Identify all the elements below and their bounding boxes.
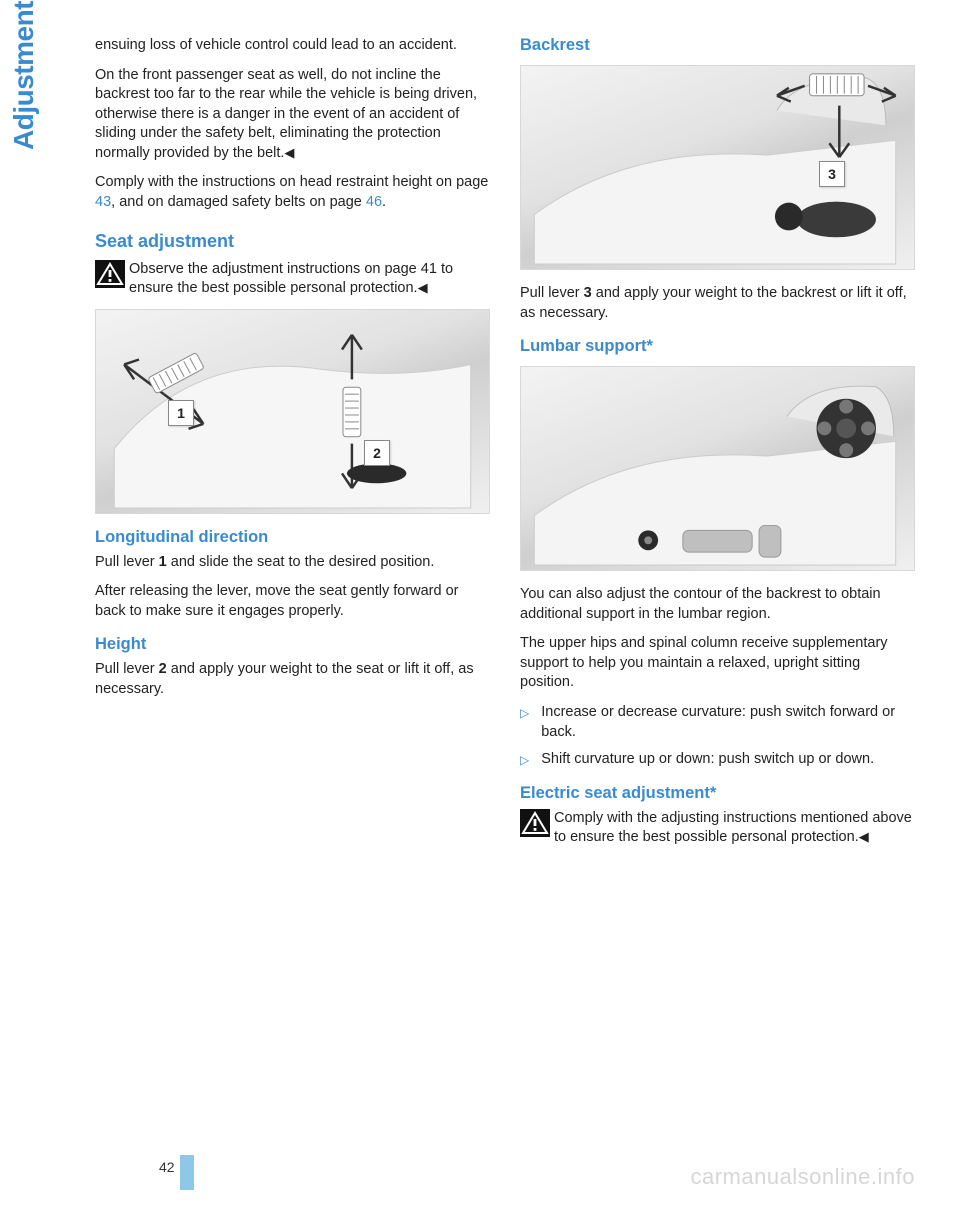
long-lever: 1 [159,554,167,570]
bullet-text-1: Increase or decrease curvature: push swi… [541,703,915,742]
intro-para-2: On the front passenger seat as well, do … [95,66,490,164]
warn1-pre: Observe the adjustment instructions on p… [129,261,421,277]
page: Adjustments ensuing loss of vehicle cont… [0,0,960,1220]
height-lever: 2 [159,661,167,677]
heading-electric-seat: Electric seat adjustment* [520,784,915,803]
warning-icon [520,809,550,837]
lumbar-bullets: ▷ Increase or decrease curvature: push s… [520,703,915,770]
page-link-43[interactable]: 43 [95,194,111,210]
warning-electric-seat: Comply with the adjusting instructions m… [520,809,915,848]
callout-2: 2 [364,440,390,466]
hr-text-pre: Comply with the instructions on head res… [95,174,488,190]
end-mark-icon: ◀ [418,280,428,295]
heading-lumbar: Lumbar support* [520,337,915,356]
section-side-label: Adjustments [8,0,40,150]
end-mark-icon: ◀ [284,145,294,160]
list-item: ▷ Increase or decrease curvature: push s… [520,703,915,742]
intro-text-1: ensuing loss of vehicle control could le… [95,37,457,53]
page-number-bar [180,1155,194,1190]
back-pre: Pull lever [520,285,584,301]
heading-seat-adjustment: Seat adjustment [95,231,490,252]
backrest-para: Pull lever 3 and apply your weight to th… [520,284,915,323]
lumbar-para-2: The upper hips and spinal column receive… [520,634,915,693]
longitudinal-para-2: After releasing the lever, move the seat… [95,582,490,621]
callout-1: 1 [168,400,194,426]
height-pre: Pull lever [95,661,159,677]
list-item: ▷ Shift curvature up or down: push switc… [520,750,915,770]
page-number: 42 [159,1159,175,1175]
callout-3: 3 [819,161,845,187]
end-mark-icon: ◀ [859,829,869,844]
watermark: carmanualsonline.info [690,1164,915,1190]
height-para: Pull lever 2 and apply your weight to th… [95,660,490,699]
heading-height: Height [95,635,490,654]
bullet-text-2: Shift curvature up or down: push switch … [541,750,915,770]
hr-text-mid: , and on damaged safety belts on page [111,194,366,210]
warning-seat-adjustment: Observe the adjustment instructions on p… [95,260,490,299]
long-post: and slide the seat to the desired positi… [167,554,435,570]
longitudinal-para-1: Pull lever 1 and slide the seat to the d… [95,553,490,573]
lumbar-para-1: You can also adjust the contour of the b… [520,585,915,624]
heading-backrest: Backrest [520,36,915,55]
heading-longitudinal: Longitudinal direction [95,528,490,547]
head-restraint-para: Comply with the instructions on head res… [95,173,490,212]
long-pre: Pull lever [95,554,159,570]
figure-seat-levers: 1 2 [95,309,490,514]
intro-para-1: ensuing loss of vehicle control could le… [95,36,490,56]
hr-text-post: . [382,194,386,210]
page-link-46[interactable]: 46 [366,194,382,210]
back-lever: 3 [584,285,592,301]
bullet-icon: ▷ [520,705,529,742]
warning-icon [95,260,125,288]
content-columns: ensuing loss of vehicle control could le… [95,36,915,1130]
page-link-41[interactable]: 41 [421,261,437,277]
figure-backrest: 3 [520,65,915,270]
bullet-icon: ▷ [520,752,529,770]
figure-lumbar [520,366,915,571]
